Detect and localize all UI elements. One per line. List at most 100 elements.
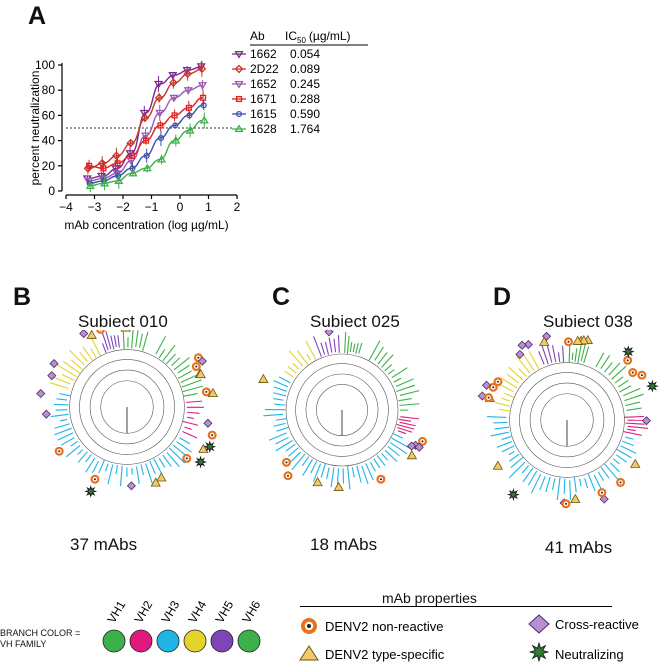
tree-branch — [324, 341, 330, 355]
tree-branch — [101, 331, 109, 351]
ring-icon — [616, 477, 626, 487]
data-point — [155, 109, 165, 118]
tree-branch — [337, 335, 340, 353]
data-point — [157, 135, 165, 142]
data-point — [112, 151, 121, 161]
tree-branch — [85, 454, 92, 463]
ab-header: Ab — [250, 29, 265, 43]
tree-branch — [292, 362, 300, 370]
tree-branch — [349, 342, 353, 353]
tree-branch — [59, 418, 68, 422]
tree-branch — [52, 376, 71, 385]
ic50-legend-table: Ab IC50 (µg/mL) 1662 0.054 2D22 0.089 1652 0.2… — [232, 29, 368, 136]
tree-branch — [172, 444, 187, 457]
tree-branch — [105, 330, 112, 350]
tree-branch — [571, 352, 574, 361]
tree-branch — [358, 342, 363, 354]
ic50-header: IC50 (µg/mL) — [285, 29, 351, 45]
tree-branch — [522, 354, 535, 371]
legend-marker — [234, 50, 244, 59]
tree-branch — [597, 471, 605, 482]
tree-branch — [79, 352, 88, 362]
tree-branch — [373, 458, 381, 469]
series-1671 — [86, 89, 207, 176]
tree-branch — [285, 443, 296, 452]
triangle-icon — [207, 387, 219, 397]
legend-ic50: 0.089 — [290, 62, 320, 76]
ring-icon — [637, 370, 647, 380]
tree-branch — [391, 367, 408, 379]
tree-branch — [55, 409, 68, 411]
tree-branch — [490, 431, 510, 437]
star-icon — [528, 641, 550, 663]
tree-branch — [85, 457, 96, 473]
data-point — [100, 178, 110, 187]
tree-branch — [494, 426, 510, 430]
data-point — [154, 93, 164, 103]
tree-branch — [376, 455, 386, 467]
diamond-icon — [324, 330, 334, 337]
tree-branch — [82, 346, 94, 361]
properties-legend-title: mAb properties — [382, 590, 477, 606]
ring-icon — [96, 330, 106, 334]
tree-branch — [398, 397, 412, 402]
ring-icon — [90, 474, 100, 484]
tree-branch — [608, 362, 621, 376]
tree-branch — [70, 359, 84, 371]
tree-branch — [595, 352, 605, 368]
data-point — [200, 94, 207, 101]
tree-branch — [290, 451, 302, 462]
star-icon — [506, 488, 520, 501]
tree-branch — [59, 393, 71, 397]
legend-ab: 1662 — [250, 47, 277, 61]
tree-branch — [600, 354, 611, 370]
diamond-icon — [126, 481, 136, 491]
tree-branch — [263, 413, 284, 417]
tree-ring — [100, 380, 154, 434]
panel-letter-d: D — [493, 283, 512, 311]
tree-branch — [273, 422, 286, 427]
tree-branch — [288, 350, 304, 367]
triangle-icon — [578, 335, 589, 345]
tree-branch — [562, 345, 565, 363]
tree-branch — [381, 354, 394, 368]
tree-branch — [346, 335, 350, 355]
tree-branch — [165, 353, 177, 365]
vh-swatch — [210, 629, 234, 653]
legend-label-type-specific: DENV2 type-specific — [325, 647, 445, 662]
tree-branch — [61, 374, 75, 382]
tree-branch — [625, 401, 640, 407]
triangle-icon — [570, 493, 581, 503]
tree-branch — [391, 437, 411, 450]
vh-legend-title: BRANCH COLOR = VH FAMILY — [0, 628, 80, 650]
tree-branch — [302, 459, 313, 476]
tree-branch — [496, 441, 512, 448]
tree-branch — [625, 422, 645, 425]
data-point — [143, 137, 150, 144]
tree-branch — [301, 456, 310, 467]
ring-icon — [182, 453, 192, 463]
diamond-icon — [523, 340, 533, 350]
tree-branch — [387, 369, 395, 375]
data-point — [183, 69, 192, 79]
legend-ic50: 0.054 — [290, 47, 320, 61]
data-point — [86, 162, 93, 169]
tree-branch — [500, 377, 518, 389]
triangle-icon — [406, 449, 418, 460]
series-curve — [88, 65, 203, 180]
legend-ab: 2D22 — [250, 62, 279, 76]
tree-branch — [495, 402, 511, 407]
ring-icon — [191, 362, 201, 372]
tree-branch — [182, 420, 199, 426]
star-icon — [194, 455, 207, 469]
tree-branch — [326, 467, 330, 479]
triangle-icon — [630, 458, 641, 468]
tree-branch — [179, 437, 191, 445]
ring-icon — [493, 377, 503, 387]
triangle-icon — [258, 373, 269, 383]
tree-branch — [365, 463, 374, 481]
tree-branch — [624, 393, 644, 402]
vh-family-legend: VH1 VH2 VH3 VH4 VH5 VH6 — [102, 598, 263, 653]
tree-branch — [145, 463, 153, 484]
diamond-icon — [528, 614, 550, 634]
